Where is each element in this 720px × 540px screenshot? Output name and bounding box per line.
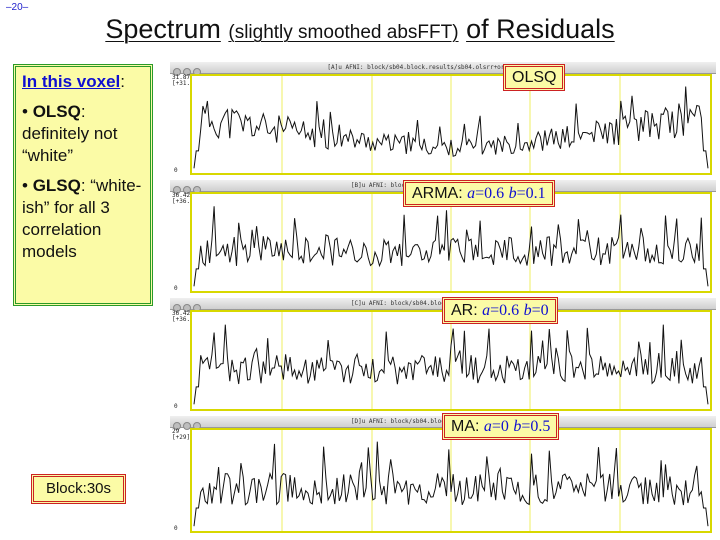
note-item-glsq: • GLSQ: “white-ish” for all 3 correlatio… (22, 176, 142, 261)
title-subtitle: (slightly smoothed absFFT) (228, 22, 459, 43)
note-item-text: : “white-ish” for all 3 correlation mode… (22, 176, 142, 261)
param-b: b=0.5 (513, 418, 551, 435)
param-b: b=0.1 (508, 185, 546, 202)
spectrum-line (193, 441, 709, 527)
panel-label-arma: ARMA: a=0.6 b=0.1 (403, 180, 555, 207)
spectrum-line (193, 206, 709, 287)
window-titlebar[interactable]: [A]u AFNI: block/sb04.block.results/sb04… (170, 62, 716, 76)
minimize-button-icon[interactable] (183, 422, 191, 430)
spectrum-plot-arma (190, 192, 712, 293)
note-item-text: : definitely not “white” (22, 102, 118, 165)
spectrum-plot-ar (190, 310, 712, 411)
panel-label-name: MA: (451, 418, 484, 435)
slide-title: Spectrum (slightly smoothed absFFT) of R… (0, 14, 720, 45)
panel-label-name: AR: (451, 302, 483, 319)
spectrum-plot-ma (190, 428, 712, 533)
param-a: a=0.6 (482, 302, 520, 319)
spectrum-trace (193, 76, 709, 173)
param-a: a=0 (483, 418, 509, 435)
note-heading-colon: : (120, 72, 125, 91)
window-title: [A]u AFNI: block/sb04.block.results/sb04… (327, 64, 559, 71)
param-a: a=0.6 (467, 185, 505, 202)
note-item-bold: OLSQ (32, 102, 81, 121)
panel-label-name: OLSQ (512, 69, 557, 86)
param-b: b=0 (523, 302, 549, 319)
spectrum-trace (193, 430, 709, 531)
panel-label-olsq: OLSQ (503, 64, 566, 91)
spectrum-line (193, 86, 709, 169)
close-button-icon[interactable] (173, 422, 181, 430)
y-max-label: 31.875 [+31.875] (172, 74, 205, 87)
note-item-olsq: • OLSQ: definitely not “white” (22, 102, 118, 165)
spectrum-trace (193, 312, 709, 409)
minimize-button-icon[interactable] (183, 186, 191, 194)
minimize-button-icon[interactable] (183, 68, 191, 76)
spectrum-line (193, 324, 709, 405)
close-button-icon[interactable] (173, 68, 181, 76)
panel-label-ma: MA: a=0 b=0.5 (442, 413, 560, 440)
panel-label-name: ARMA: (412, 185, 468, 202)
panel-label-ar: AR: a=0.6 b=0 (442, 297, 558, 324)
block-label: Block:30s (31, 474, 126, 504)
y-zero-label: 0 (174, 167, 178, 174)
title-main: Spectrum (105, 14, 221, 44)
note-heading: In this voxel (22, 72, 121, 91)
title-tail: of Residuals (466, 14, 615, 44)
y-zero-label: 0 (174, 285, 178, 292)
y-zero-label: 0 (174, 403, 178, 410)
spectrum-plot-olsq (190, 74, 712, 175)
close-button-icon[interactable] (173, 304, 181, 312)
graph-window-olsq: [A]u AFNI: block/sb04.block.results/sb04… (170, 62, 716, 176)
close-button-icon[interactable] (173, 186, 181, 194)
spectrum-trace (193, 194, 709, 291)
note-item-bold: GLSQ (32, 176, 81, 195)
minimize-button-icon[interactable] (183, 304, 191, 312)
page-number: –20– (6, 2, 29, 13)
voxel-note-box: In this voxel: • OLSQ: definitely not “w… (13, 64, 153, 306)
y-zero-label: 0 (174, 525, 178, 532)
y-max-label: 29 [+29] (172, 428, 191, 441)
